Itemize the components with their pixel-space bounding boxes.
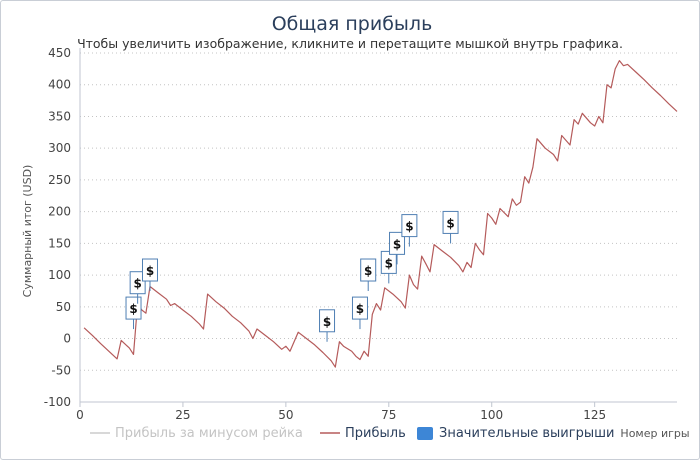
y-tick-label: 0 — [63, 332, 71, 346]
series-layer — [83, 60, 678, 368]
legend-label: Значительные выигрыши — [439, 426, 614, 441]
y-tick-label: 400 — [48, 78, 71, 92]
legend-item[interactable]: Значительные выигрыши — [417, 426, 614, 441]
y-axis-label: Суммарный итог (USD) — [21, 165, 34, 298]
big-win-flag[interactable]: $ — [389, 231, 406, 265]
flag-box — [129, 271, 146, 295]
big-win-flag[interactable]: $ — [141, 258, 158, 292]
y-tick-label: 450 — [48, 46, 71, 60]
big-win-flag[interactable]: $ — [442, 210, 459, 244]
flag-label: $ — [323, 315, 331, 329]
flag-label: $ — [446, 216, 454, 230]
x-tick-label: 50 — [278, 408, 293, 422]
flag-label: $ — [393, 237, 401, 251]
flag-box — [401, 214, 418, 238]
legend-item[interactable]: Прибыль за минусом рейка — [90, 426, 303, 441]
flag-box — [389, 231, 406, 255]
grid — [80, 52, 677, 371]
legend-item[interactable]: Прибыль — [320, 426, 406, 441]
y-tick-label: -100 — [44, 395, 71, 409]
big-win-flag[interactable]: $ — [319, 309, 336, 342]
flags-layer: $$$$$$$$$ $ — [125, 210, 459, 342]
x-tick-label: 75 — [381, 408, 396, 422]
big-win-flag[interactable]: $ — [380, 250, 397, 284]
series-line-profit[interactable] — [83, 60, 678, 368]
flag-label: $ — [405, 220, 413, 234]
x-tick-label: 25 — [175, 408, 190, 422]
flag-box — [351, 296, 368, 320]
y-tick-label: 350 — [48, 109, 71, 123]
flag-label: $ — [364, 264, 372, 278]
flag-box — [141, 258, 158, 282]
y-tick-label: 100 — [48, 268, 71, 282]
flag-box — [442, 210, 459, 234]
flag-label: $ — [129, 302, 137, 316]
big-win-flag[interactable]: $ — [360, 258, 377, 292]
big-win-flag[interactable]: $ — [351, 296, 368, 330]
y-tick-label: 250 — [48, 173, 71, 187]
flag-label: $ — [146, 264, 154, 278]
y-tick-label: 50 — [56, 300, 71, 314]
axes: -100 -50 0 50 100 150 200 250 300 350 400 450 0 25 50 7… — [44, 46, 677, 422]
legend-label: Прибыль — [345, 426, 406, 441]
x-tick-label: 125 — [583, 408, 606, 422]
x-tick-label: 0 — [76, 408, 84, 422]
big-win-flag[interactable]: $ — [129, 271, 146, 304]
legend-label: Прибыль за минусом рейка — [115, 426, 303, 441]
chart-title: Общая прибыль — [272, 13, 433, 35]
flag-label: $ — [356, 302, 364, 316]
flag-label: $ — [385, 256, 393, 270]
big-win-flag[interactable]: $ — [125, 296, 142, 330]
y-tick-label: 300 — [48, 141, 71, 155]
y-tick-label: 200 — [48, 205, 71, 219]
x-axis-label: Номер игры — [620, 427, 689, 440]
chart-subtitle: Чтобы увеличить изображение, кликните и … — [77, 36, 623, 51]
flag-box — [360, 258, 377, 282]
legend-swatch — [417, 427, 433, 440]
legend: Прибыль за минусом рейка Прибыль Значитель… — [90, 426, 690, 441]
y-tick-label: -50 — [51, 363, 71, 377]
x-tick-label: 100 — [480, 408, 503, 422]
y-tick-label: 150 — [48, 236, 71, 250]
flag-label: $ — [133, 277, 141, 291]
big-win-flag[interactable]: $ — [401, 214, 418, 247]
flag-box — [380, 250, 397, 274]
flag-box — [319, 309, 336, 333]
